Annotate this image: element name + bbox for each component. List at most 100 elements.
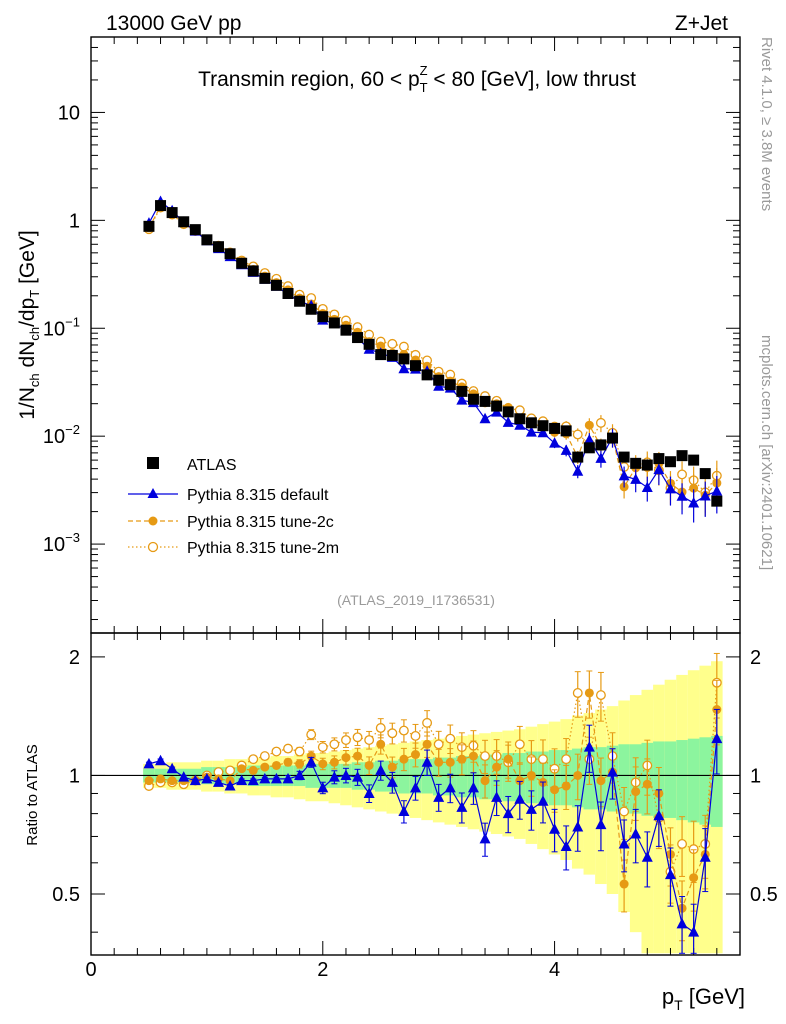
main-point-atlas	[641, 459, 653, 471]
main-point-atlas	[630, 457, 642, 469]
ratio-point-tune2m	[410, 730, 421, 741]
ratio-point-tune2c	[596, 776, 606, 786]
main-point-atlas	[212, 241, 224, 253]
y-tick-exponent: −3	[65, 530, 80, 545]
main-point-default	[560, 444, 572, 455]
main-point-default	[502, 416, 514, 427]
main-point-atlas	[595, 439, 607, 451]
ratio-point-default	[653, 809, 665, 821]
ratio-point-default	[525, 803, 537, 814]
main-point-default	[699, 490, 711, 501]
main-point-default	[630, 473, 642, 484]
ratio-y-tick-label-left: 0.5	[52, 884, 80, 906]
main-point-default	[456, 394, 468, 405]
ratio-point-tune2m	[445, 733, 456, 744]
ratio-point-tune2c	[550, 785, 560, 795]
main-point-atlas	[166, 207, 178, 219]
ratio-point-default	[688, 926, 700, 937]
ratio-point-default	[305, 756, 317, 767]
plot-title-sup: Z	[420, 63, 428, 78]
main-point-atlas	[224, 248, 236, 260]
ratio-point-tune2c	[561, 781, 571, 791]
ratio-point-default	[664, 868, 676, 880]
legend-label-tune2c: Pythia 8.315 tune-2c	[187, 514, 334, 531]
ratio-band-outer	[641, 689, 654, 954]
ratio-point-default	[189, 774, 201, 786]
main-point-tune2m	[595, 417, 606, 428]
ratio-point-tune2c	[411, 750, 420, 760]
main-point-atlas	[375, 349, 387, 361]
main-point-atlas	[236, 257, 248, 269]
main-point-atlas	[479, 395, 491, 407]
main-point-atlas	[583, 442, 595, 454]
ratio-point-tune2c	[341, 753, 351, 763]
legend-label-default: Pythia 8.315 default	[187, 487, 329, 504]
ratio-y-tick-labels: 0.5 0.5 1 1 2 2	[52, 647, 778, 906]
main-point-atlas	[653, 453, 665, 465]
ratio-band-inner	[398, 759, 410, 794]
ratio-point-default	[560, 840, 572, 852]
ratio-point-tune2m	[677, 838, 688, 849]
x-tick-labels: 0 2 4	[85, 959, 560, 981]
y-tick-label: 10−2	[43, 422, 80, 448]
ratio-point-default	[491, 791, 503, 802]
ratio-point-default	[641, 851, 653, 862]
ratio-point-tune2c	[329, 757, 339, 767]
main-point-default	[653, 463, 665, 475]
main-point-atlas	[201, 234, 213, 246]
ratio-point-default	[618, 837, 630, 849]
ratio-point-default	[340, 769, 352, 780]
ratio-point-tune2c	[584, 688, 594, 698]
main-point-atlas	[363, 338, 375, 350]
ratio-point-default	[166, 762, 178, 774]
main-point-atlas	[549, 422, 561, 434]
analysis-id: (ATLAS_2019_I1736531)	[337, 592, 495, 608]
y-tick-mantissa: 10	[43, 534, 65, 556]
ratio-point-tune2c	[283, 757, 293, 767]
ratio-point-default	[352, 771, 364, 782]
main-point-atlas	[607, 432, 619, 444]
ratio-point-tune2m	[225, 765, 236, 776]
ratio-point-tune2c	[457, 754, 467, 764]
main-point-default	[618, 469, 630, 481]
ratio-point-default	[549, 823, 561, 834]
main-point-atlas	[688, 454, 700, 466]
ratio-point-tune2c	[156, 774, 166, 784]
y-tick-mantissa: 10	[43, 426, 65, 448]
ratio-y-axis-label: Ratio to ATLAS	[24, 744, 41, 845]
main-point-atlas	[340, 324, 352, 336]
ratio-point-tune2c	[642, 779, 652, 789]
main-point-atlas	[398, 353, 410, 365]
main-point-atlas	[421, 369, 433, 381]
xlabel-main: p	[662, 984, 674, 1009]
ratio-point-tune2c	[573, 770, 583, 780]
main-point-tune2m	[387, 338, 398, 349]
main-point-tune2c	[376, 341, 386, 351]
x-tick-label: 0	[85, 959, 96, 981]
main-point-atlas	[259, 272, 271, 284]
legend-marker-default	[147, 488, 159, 498]
ratio-point-default	[630, 828, 642, 839]
ylabel-mid: dN	[16, 341, 39, 374]
y-tick-label: 10−1	[43, 314, 80, 340]
ratio-point-tune2m	[595, 690, 606, 701]
ratio-point-default	[514, 793, 526, 804]
main-point-atlas	[433, 374, 445, 386]
ratio-point-tune2m	[317, 742, 328, 753]
ratio-point-default	[607, 766, 619, 777]
ratio-point-default	[456, 801, 468, 812]
mcplots-note: mcplots.cern.ch [arXiv:2401.10621]	[758, 335, 775, 570]
main-point-tune2m	[398, 341, 409, 352]
main-point-atlas	[711, 495, 723, 507]
main-point-atlas	[143, 220, 155, 232]
ratio-y-tick-label-right: 1	[750, 765, 761, 787]
ratio-point-default	[363, 787, 375, 798]
ratio-point-tune2c	[271, 760, 281, 770]
ratio-point-tune2c	[144, 776, 154, 786]
ratio-point-tune2c	[526, 770, 536, 780]
main-point-tune2m	[514, 405, 525, 416]
ratio-point-default	[317, 781, 329, 793]
main-point-atlas	[386, 349, 398, 361]
ratio-point-tune2c	[306, 751, 316, 761]
